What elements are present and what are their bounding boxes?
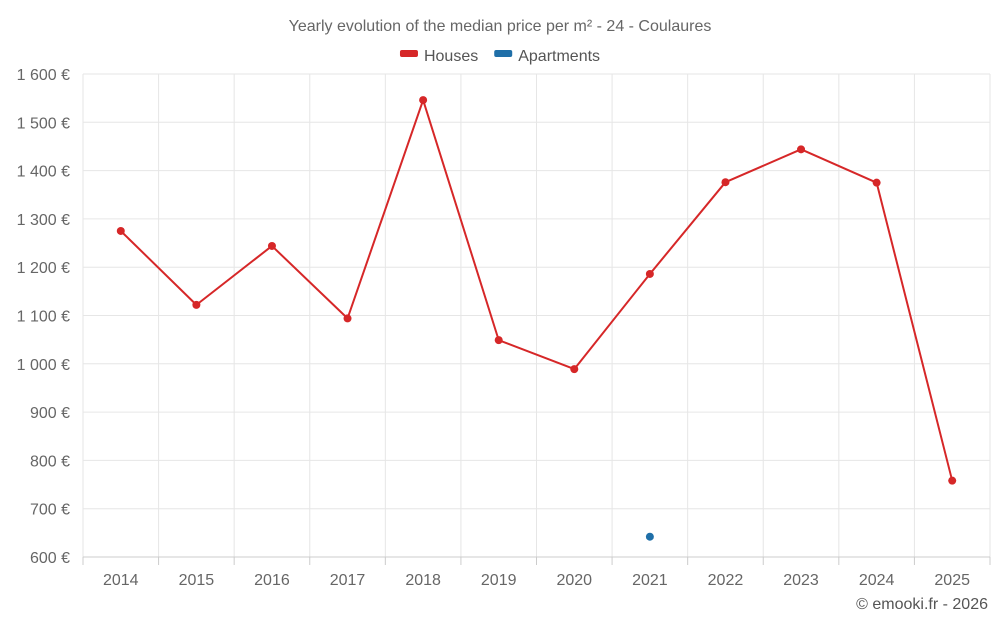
y-tick-label: 1 000 € [17,357,70,374]
y-tick-label: 1 400 € [17,164,70,181]
x-tick-label: 2016 [254,572,290,589]
legend: Houses Apartments [399,48,600,65]
y-tick-label: 1 500 € [17,115,70,132]
y-tick-label: 1 100 € [17,309,70,326]
chart-title: Yearly evolution of the median price per… [289,18,712,35]
data-point-houses[interactable] [419,96,428,105]
grid [82,73,991,558]
series-line-houses [120,99,954,481]
legend-swatch [494,50,513,57]
x-tick-label: 2023 [783,572,819,589]
data-point-houses[interactable] [494,336,503,345]
legend-swatch [399,50,418,57]
legend-item-houses[interactable]: Houses [399,48,478,65]
x-axis: 2014 2015 2016 2017 2018 2019 2020 2021 2022 2023… [82,557,991,589]
x-tick-label: 2024 [859,572,895,589]
x-tick-label: 2021 [632,572,668,589]
data-point-houses[interactable] [797,145,806,154]
data-point-houses[interactable] [948,476,957,485]
data-point-houses[interactable] [267,241,276,250]
x-tick-label: 2019 [481,572,517,589]
data-point-houses[interactable] [872,178,881,187]
legend-label: Houses [424,48,478,65]
y-tick-label: 1 300 € [17,212,70,229]
data-point-houses[interactable] [645,269,654,278]
legend-item-apartments[interactable]: Apartments [494,48,600,65]
series-apartments [645,532,654,541]
y-tick-label: 1 200 € [17,260,70,277]
y-tick-label: 800 € [30,453,70,470]
x-tick-label: 2014 [103,572,139,589]
y-tick-label: 900 € [30,405,70,422]
data-point-houses[interactable] [570,365,579,374]
x-tick-label: 2022 [708,572,744,589]
credit-text: © emooki.fr - 2026 [856,596,988,613]
x-tick-label: 2018 [405,572,441,589]
x-tick-label: 2017 [330,572,366,589]
x-tick-label: 2015 [179,572,215,589]
y-tick-label: 1 600 € [17,67,70,84]
y-tick-label: 700 € [30,502,70,519]
data-point-houses[interactable] [721,178,730,187]
data-point-houses[interactable] [343,314,352,323]
series-houses [116,96,957,485]
data-point-apartments[interactable] [645,532,654,541]
y-tick-label: 600 € [30,550,70,567]
series-layer [116,96,957,541]
x-tick-label: 2020 [556,572,592,589]
x-tick-label: 2025 [934,572,970,589]
legend-label: Apartments [518,48,600,65]
data-point-houses[interactable] [192,300,201,309]
data-point-houses[interactable] [116,226,125,235]
y-axis: 600 € 700 € 800 € 900 € 1 000 € 1 100 € 1 200 … [17,67,70,567]
